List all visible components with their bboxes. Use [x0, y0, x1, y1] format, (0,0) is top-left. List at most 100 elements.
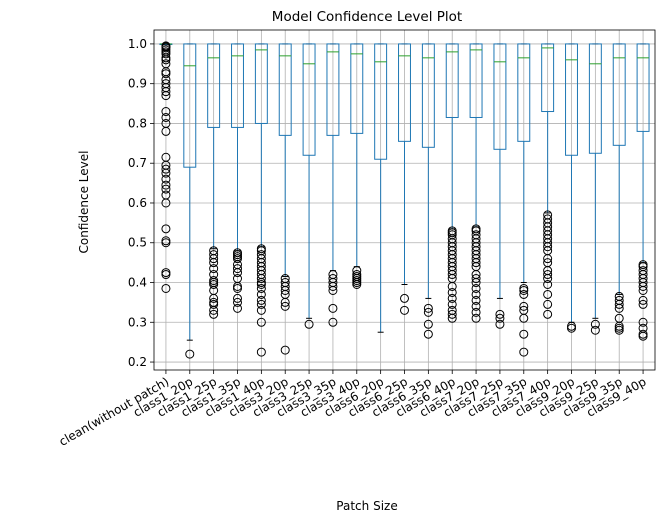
outlier-point — [161, 152, 171, 162]
iqr-box — [374, 43, 388, 160]
box-class7_40p — [541, 43, 555, 214]
outlier-point — [543, 309, 553, 319]
outlier-point — [256, 299, 266, 309]
outlier-point — [161, 190, 171, 200]
iqr-box — [302, 43, 316, 156]
outlier-point — [638, 317, 648, 327]
iqr-box — [350, 43, 364, 134]
outlier-point — [519, 289, 529, 299]
iqr-box — [445, 43, 459, 118]
box-class3_35p — [326, 43, 340, 272]
outlier-point — [161, 236, 171, 246]
iqr-box — [398, 43, 411, 142]
outlier-point — [161, 283, 171, 293]
outlier-point — [543, 280, 553, 290]
outlier-point — [209, 264, 219, 274]
y-tick-label: 0.8 — [128, 116, 147, 130]
outlier-point — [280, 274, 290, 284]
y-tick-label: 0.5 — [128, 236, 147, 250]
outlier-point — [590, 319, 600, 329]
outlier-point — [471, 307, 481, 317]
outlier-point — [471, 283, 481, 293]
outlier-point — [256, 283, 266, 293]
outlier-point — [638, 295, 648, 305]
outlier-point — [447, 226, 457, 236]
y-tick-label: 1.0 — [128, 37, 147, 51]
chart-title: Model Confidence Level Plot — [272, 9, 462, 25]
outlier-point — [614, 291, 624, 301]
outlier-point — [233, 293, 242, 303]
box-class6_25p — [398, 43, 411, 286]
outlier-point — [233, 248, 242, 258]
outlier-point — [614, 295, 624, 305]
outlier-point — [423, 303, 433, 313]
outlier-point — [209, 297, 219, 307]
outlier-point — [161, 112, 171, 122]
y-tick-label: 0.4 — [128, 276, 147, 290]
outlier-point — [161, 164, 171, 174]
outlier-point — [423, 329, 433, 339]
outlier-point — [447, 309, 457, 319]
x-axis-ticks: clean(without patch)class1_20pclass1_25p… — [57, 370, 649, 449]
box-class6_35p — [421, 43, 435, 299]
outlier-point — [328, 317, 338, 327]
outlier-point — [233, 274, 242, 284]
outlier-point — [233, 303, 242, 313]
outlier-point — [423, 319, 433, 329]
outlier-point — [447, 287, 457, 297]
y-tick-label: 0.3 — [128, 315, 147, 329]
box-class6_20p — [374, 43, 388, 333]
outlier-point — [209, 250, 219, 260]
box-class3_20p — [278, 43, 292, 278]
box-class1_40p — [254, 43, 268, 248]
outlier-point — [256, 244, 266, 254]
iqr-box — [588, 43, 602, 154]
y-tick-label: 0.7 — [128, 156, 147, 170]
outlier-point — [161, 41, 171, 51]
outlier-point — [185, 349, 195, 359]
outlier-point — [543, 214, 553, 224]
outlier-point — [256, 347, 266, 357]
box-class1_25p — [207, 43, 221, 250]
x-axis-title: Patch Size — [336, 499, 397, 513]
outlier-point — [447, 299, 457, 309]
outlier-point — [400, 305, 409, 315]
y-axis-ticks: 0.2 0.3 0.4 0.5 0.6 0.7 0.8 0.9 1.0 — [128, 37, 154, 369]
outlier-point — [638, 329, 648, 339]
outlier-point — [209, 270, 219, 280]
y-tick-label: 0.2 — [128, 355, 147, 369]
outlier-point — [256, 250, 266, 260]
outlier-point — [543, 258, 553, 268]
outlier-point — [256, 289, 266, 299]
outlier-point — [567, 321, 576, 331]
y-axis-title: Confidence Level — [77, 151, 91, 254]
outlier-point — [256, 317, 266, 327]
outlier-point — [471, 224, 481, 234]
outlier-point — [256, 295, 266, 305]
outlier-point — [161, 118, 171, 128]
outlier-point — [400, 293, 409, 303]
outlier-points — [161, 41, 648, 359]
outlier-point — [447, 293, 457, 303]
outlier-point — [519, 301, 529, 311]
outlier-point — [638, 299, 648, 309]
outlier-point — [519, 283, 529, 293]
outlier-point — [495, 313, 505, 323]
outlier-point — [471, 313, 481, 323]
outlier-point — [519, 329, 529, 339]
iqr-box — [612, 43, 626, 146]
outlier-point — [471, 274, 481, 284]
outlier-point — [352, 270, 362, 280]
outlier-point — [638, 323, 648, 333]
outlier-point — [352, 266, 362, 276]
outlier-point — [328, 303, 338, 313]
box-class3_25p — [302, 43, 316, 319]
outlier-point — [519, 347, 529, 357]
outlier-point — [471, 230, 481, 240]
outlier-point — [161, 59, 171, 69]
outlier-point — [233, 297, 242, 307]
iqr-box — [326, 43, 340, 136]
iqr-box — [183, 43, 197, 168]
outlier-point — [161, 268, 171, 278]
box-class1_20p — [183, 43, 197, 341]
